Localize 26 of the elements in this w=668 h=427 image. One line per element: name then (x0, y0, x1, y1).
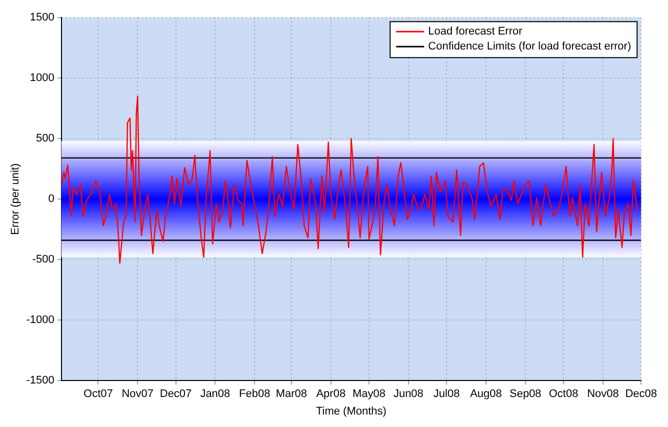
y-tick-label: 0 (48, 193, 54, 206)
x-tick-label: Oct08 (548, 388, 578, 400)
x-tick-label: Apr08 (316, 388, 346, 400)
x-tick-label: Dec08 (625, 388, 657, 400)
y-tick-label: -500 (32, 254, 54, 266)
x-tick-label: Nov08 (587, 388, 619, 400)
x-tick-label: Jul08 (433, 388, 460, 400)
x-tick-label: Feb08 (238, 388, 270, 400)
y-tick-label: 1000 (30, 72, 54, 84)
x-tick-label: Mar08 (276, 388, 308, 400)
x-tick-label: Oct07 (84, 388, 113, 400)
y-tick-label: -1000 (26, 314, 54, 326)
legend-label: Load forecast Error (428, 26, 523, 38)
x-axis-title: Time (Months) (316, 405, 386, 418)
x-tick-label: Jun08 (393, 388, 424, 400)
y-axis-title: Error (per unit) (10, 163, 22, 235)
x-tick-label: May08 (352, 388, 386, 400)
legend-label: Confidence Limits (for load forecast error) (428, 40, 632, 53)
x-tick-label: Aug08 (470, 388, 502, 400)
x-tick-label: Jan08 (200, 388, 230, 400)
x-tick-label: Dec07 (160, 388, 192, 400)
y-tick-label: -1500 (26, 374, 54, 387)
x-tick-label: Nov07 (122, 388, 154, 400)
y-tick-label: 500 (36, 132, 54, 145)
y-tick-label: 1500 (30, 12, 54, 24)
x-tick-label: Sep08 (509, 388, 542, 400)
